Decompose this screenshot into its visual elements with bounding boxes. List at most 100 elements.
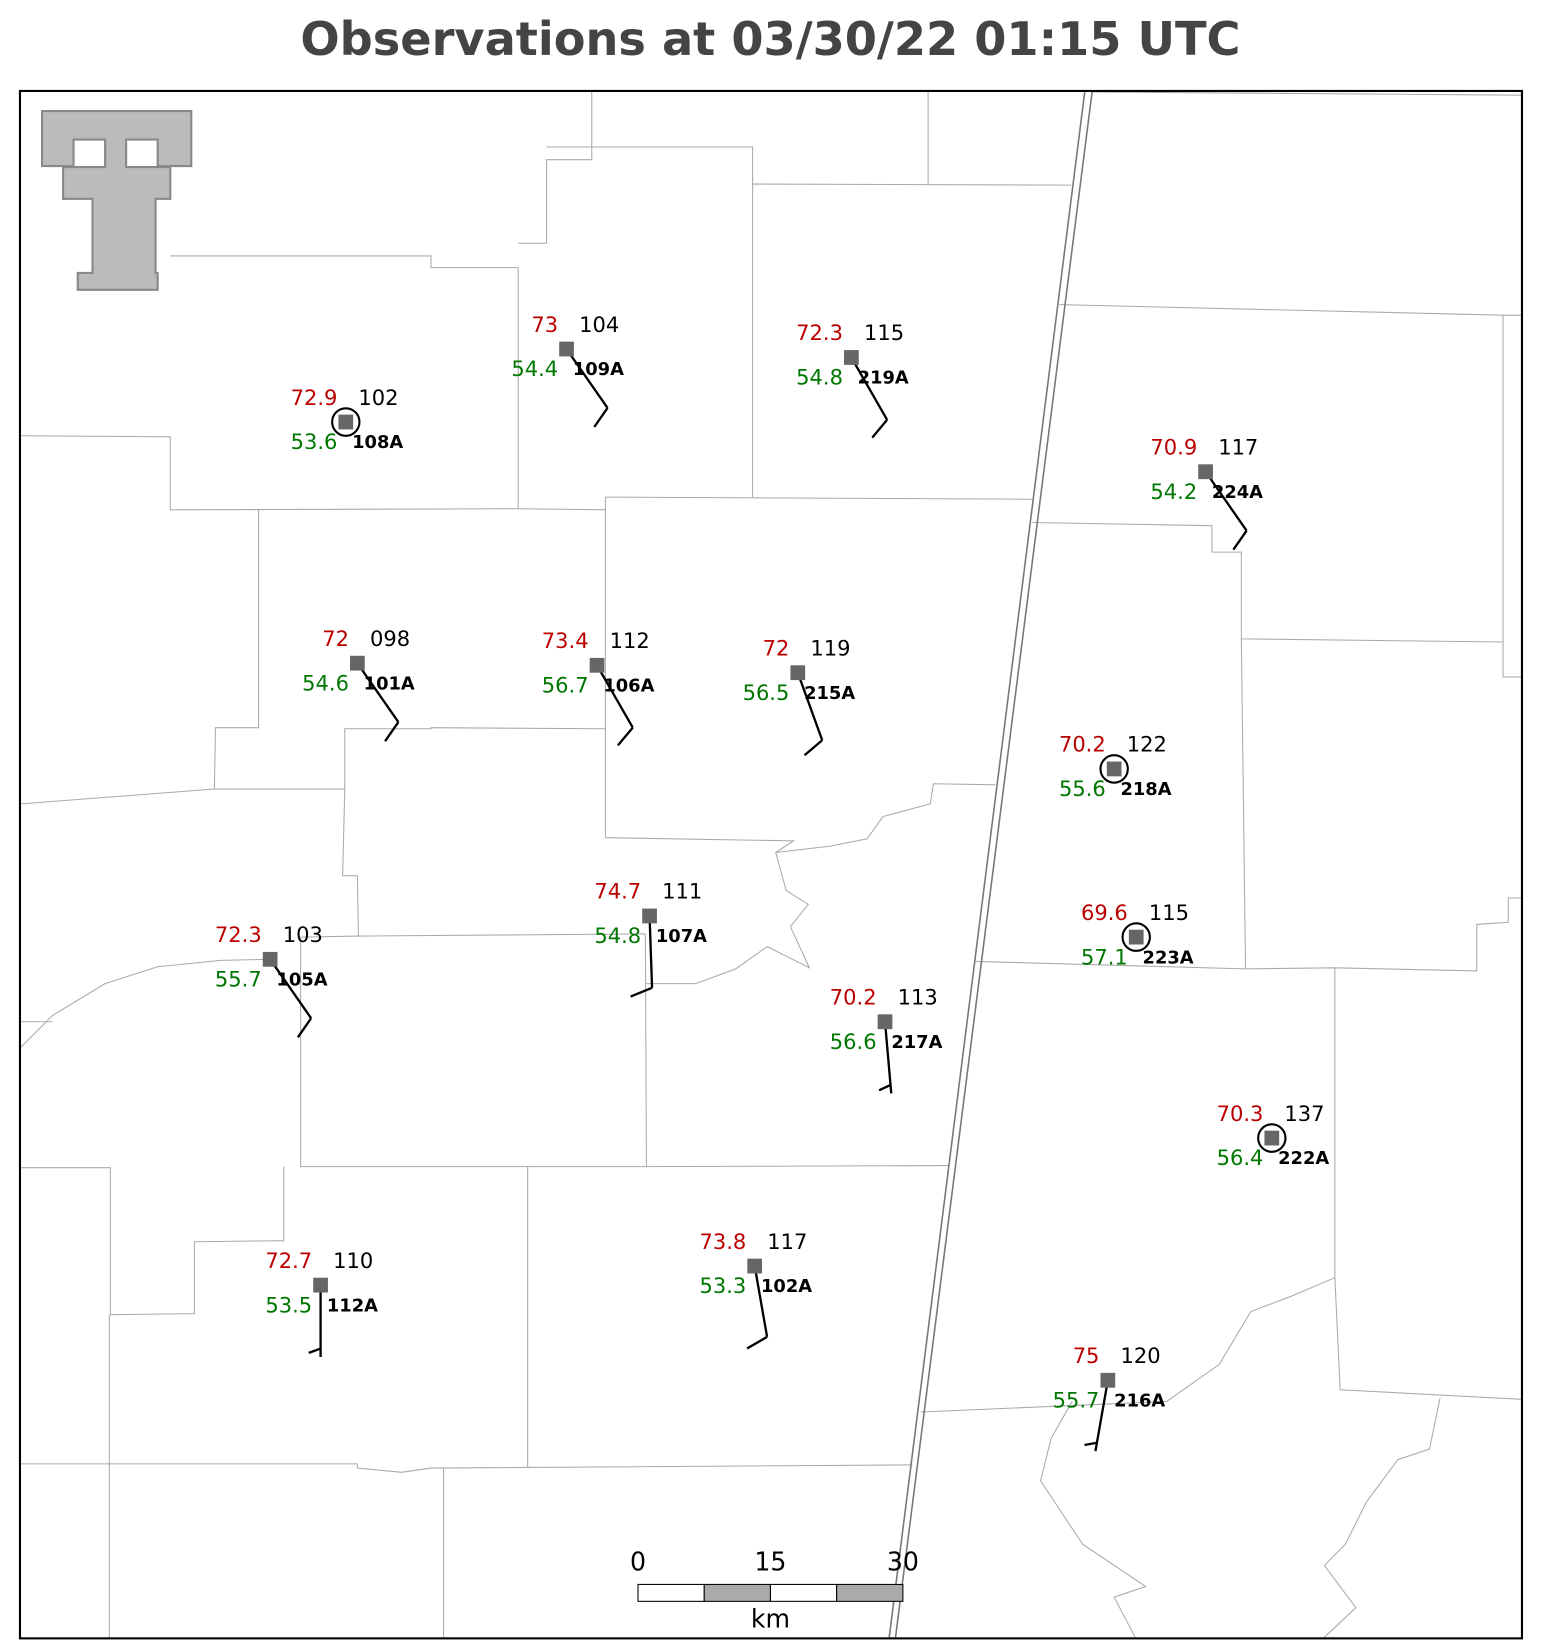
temperature: 72.7 (265, 1248, 312, 1273)
wind-barb (565, 348, 609, 428)
temperature: 70.2 (830, 984, 877, 1009)
station-id: 223A (1143, 947, 1194, 968)
wind-barb (1204, 471, 1248, 551)
station: 72.7 53.5 110 112A (265, 1248, 378, 1358)
pressure: 110 (333, 1248, 373, 1273)
station-id: 112A (327, 1295, 378, 1316)
scale-label: 15 (754, 1547, 786, 1576)
station: 73.8 53.3 117 102A (699, 1229, 812, 1350)
map-frame (18, 89, 1524, 1640)
station: 72.9 53.6 102 108A (291, 385, 404, 455)
scale-segment (637, 1583, 705, 1602)
dewpoint: 56.6 (830, 1029, 877, 1054)
station-id: 217A (891, 1032, 942, 1053)
station-marker (559, 341, 574, 357)
station: 69.6 57.1 115 223A (1081, 900, 1194, 970)
pressure: 117 (1218, 434, 1258, 459)
station-id: 222A (1278, 1148, 1329, 1169)
temperature: 72 (322, 626, 349, 651)
title: Observations at 03/30/22 01:15 UTC (300, 12, 1240, 66)
pressure: 115 (864, 320, 904, 345)
dewpoint: 57.1 (1081, 944, 1128, 969)
station-id: 102A (761, 1276, 812, 1297)
station-marker (642, 908, 657, 924)
station-id: 108A (352, 432, 403, 453)
dewpoint: 54.8 (594, 923, 641, 948)
station-marker (747, 1258, 763, 1274)
pressure: 111 (662, 879, 702, 904)
stations: 72.953.6102108A7354.4104109A72.354.81152… (215, 312, 1330, 1452)
wind-barb (269, 958, 313, 1038)
station-marker (877, 1014, 893, 1030)
temperature: 73 (531, 312, 558, 337)
dewpoint: 55.7 (1053, 1387, 1100, 1412)
wind-barb (308, 1285, 322, 1358)
temperature: 75 (1073, 1343, 1100, 1368)
wind-barb (356, 662, 400, 742)
station-marker (1128, 929, 1144, 945)
station-id: 107A (656, 926, 707, 947)
pressure: 122 (1127, 732, 1167, 757)
dewpoint: 54.4 (511, 356, 558, 381)
temperature: 70.9 (1150, 434, 1197, 459)
temperature: 73.8 (699, 1229, 746, 1254)
scale-segment (836, 1583, 904, 1602)
station: 72.3 54.8 115 219A (796, 320, 909, 439)
station: 70.2 56.6 113 217A (830, 984, 943, 1094)
temperature: 70.3 (1217, 1101, 1264, 1126)
wind-barb (746, 1265, 769, 1350)
dewpoint: 54.6 (302, 670, 349, 695)
county-lines (20, 91, 1523, 1638)
station: 72 56.5 119 215A (743, 635, 855, 757)
temperature: 72.3 (796, 320, 843, 345)
pressure: 115 (1149, 900, 1189, 925)
station-marker (262, 951, 278, 967)
station-id: 215A (804, 683, 855, 704)
temperature: 72 (763, 635, 790, 660)
temperature: 72.3 (215, 922, 262, 947)
scale-unit: km (751, 1604, 790, 1633)
calm-circle (1257, 1123, 1287, 1153)
pressure: 104 (579, 312, 619, 337)
dewpoint: 55.7 (215, 966, 262, 991)
logo (40, 110, 193, 291)
station: 70.2 55.6 122 218A (1059, 732, 1172, 802)
pressure: 103 (283, 922, 323, 947)
temperature: 72.9 (291, 385, 338, 410)
wind-barb (596, 664, 634, 747)
wind-barb (1084, 1380, 1109, 1452)
scale-segment (769, 1583, 838, 1602)
temperature: 74.7 (594, 879, 641, 904)
pressure: 098 (370, 626, 410, 651)
station-marker (844, 350, 859, 365)
station-id: 219A (858, 368, 909, 389)
station-marker (313, 1277, 328, 1293)
pressure: 137 (1284, 1101, 1324, 1126)
calm-circle (1099, 754, 1129, 784)
station-marker (1106, 761, 1122, 777)
temperature: 70.2 (1059, 732, 1106, 757)
station-marker (1198, 464, 1213, 480)
station-id: 106A (603, 675, 654, 696)
wind-barb (796, 672, 824, 757)
station-marker (589, 657, 605, 673)
station-id: 216A (1114, 1390, 1165, 1411)
station-id: 218A (1120, 779, 1171, 800)
scale-label: 30 (887, 1547, 919, 1576)
station-marker (790, 665, 806, 681)
pressure: 119 (810, 635, 850, 660)
wind-barb (878, 1021, 893, 1094)
station-marker (1100, 1372, 1116, 1388)
scale-segment (703, 1583, 771, 1602)
pressure: 102 (358, 385, 398, 410)
pressure: 113 (898, 984, 938, 1009)
dewpoint: 54.8 (796, 365, 843, 390)
state-line (888, 91, 1093, 1638)
station: 70.3 56.4 137 222A (1217, 1101, 1330, 1171)
wind-barb (630, 915, 654, 998)
